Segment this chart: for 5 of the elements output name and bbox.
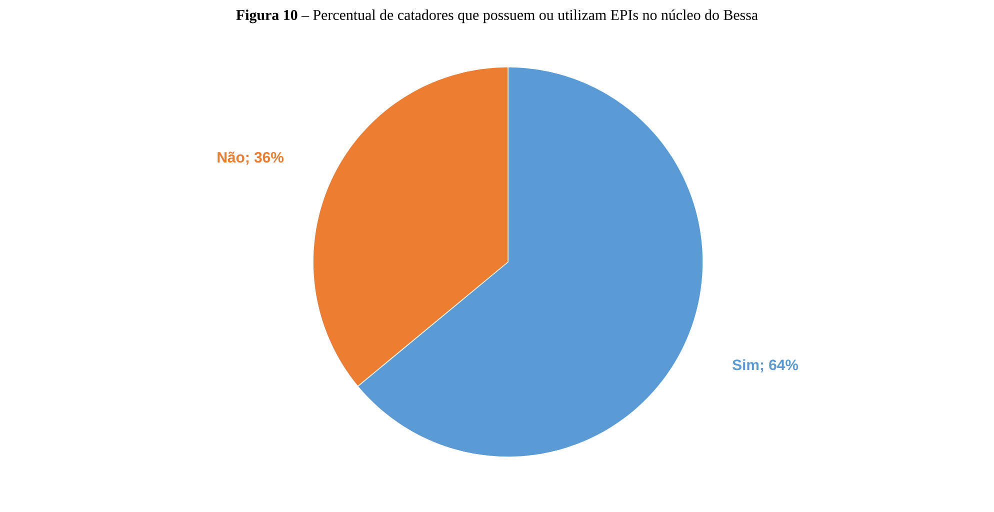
chart-title: Figura 10 – Percentual de catadores que possuem ou utilizam EPIs no núcleo do Bessa <box>236 10 758 24</box>
data-label: ; 64% <box>760 360 798 372</box>
data-label: ; 36% <box>246 152 284 165</box>
slice-label: Não <box>218 152 244 163</box>
slice-label: Sim <box>732 359 759 370</box>
